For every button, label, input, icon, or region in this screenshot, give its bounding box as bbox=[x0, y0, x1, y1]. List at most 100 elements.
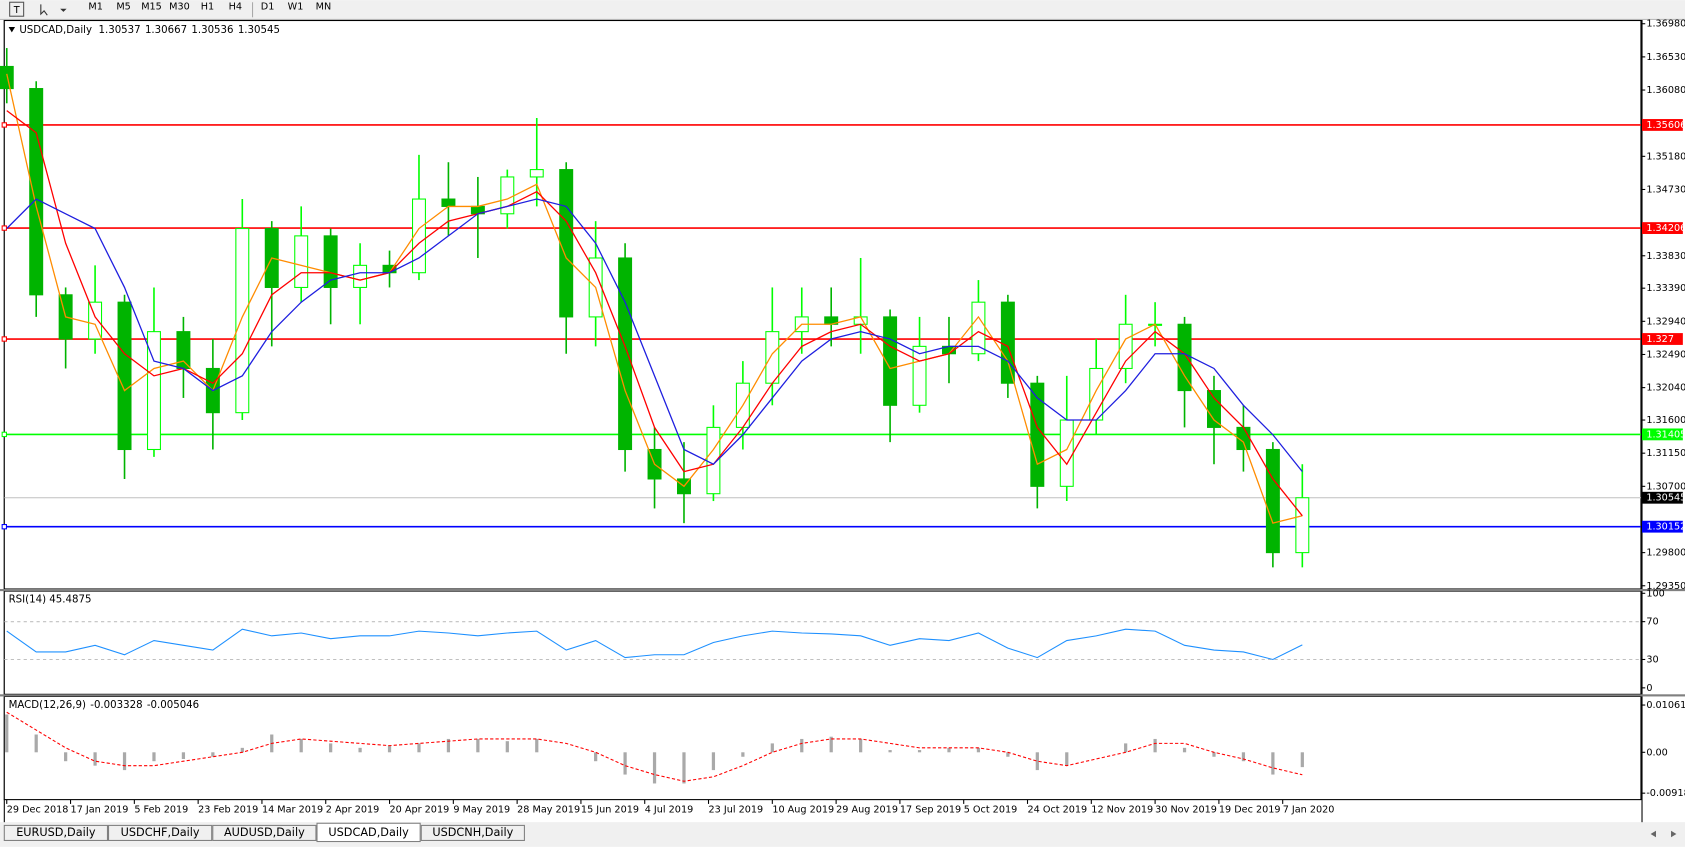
tab-label[interactable]: USDCHF,Daily bbox=[121, 826, 200, 839]
histogram-bar bbox=[1153, 738, 1157, 753]
candle-body bbox=[883, 316, 898, 406]
histogram-bar bbox=[1006, 752, 1010, 757]
tab-label[interactable]: EURUSD,Daily bbox=[16, 826, 96, 839]
level-label-box bbox=[1642, 222, 1683, 234]
level-label: 1.34206 bbox=[1646, 223, 1685, 234]
level-marker bbox=[1, 225, 7, 231]
y-tick-label: 0 bbox=[1646, 683, 1652, 694]
histogram-bar bbox=[652, 752, 657, 784]
y-tick-label: 1.34730 bbox=[1646, 184, 1685, 195]
histogram-bar bbox=[299, 738, 303, 753]
panel-divider bbox=[0, 588, 1685, 592]
last-price-box bbox=[1642, 491, 1683, 504]
ohlc-value: 1.30537 bbox=[99, 25, 141, 36]
candle-body bbox=[441, 198, 456, 207]
timeframe-button[interactable]: W1 bbox=[288, 2, 304, 13]
candle-body bbox=[353, 264, 368, 288]
x-tick-label: 29 Aug 2019 bbox=[836, 804, 898, 815]
histogram-bar bbox=[476, 738, 480, 753]
x-tick-label: 19 Dec 2019 bbox=[1219, 804, 1281, 815]
histogram-bar bbox=[122, 752, 127, 771]
timeframe-button[interactable]: MN bbox=[316, 2, 332, 13]
histogram-bar bbox=[1300, 752, 1304, 768]
histogram-bar bbox=[211, 752, 215, 757]
candle-body bbox=[0, 65, 14, 90]
histogram-bar bbox=[34, 734, 38, 753]
level-label: 1.31405 bbox=[1646, 429, 1685, 440]
histogram-bar bbox=[917, 750, 922, 753]
histogram-bar bbox=[976, 747, 981, 753]
histogram-bar bbox=[888, 750, 892, 753]
x-tick-label: 9 May 2019 bbox=[453, 804, 510, 815]
level-label: 1.327 bbox=[1646, 334, 1674, 345]
histogram-bar bbox=[1182, 747, 1187, 753]
timeframe-button[interactable]: H4 bbox=[229, 2, 242, 13]
signal-line bbox=[6, 711, 1303, 782]
dropdown-icon[interactable] bbox=[60, 8, 67, 12]
text-tool-button[interactable] bbox=[9, 1, 25, 17]
histogram-bar bbox=[947, 747, 951, 753]
x-tick-label: 23 Feb 2019 bbox=[198, 804, 258, 815]
y-tick-label: 1.32040 bbox=[1646, 383, 1685, 394]
active-tab[interactable] bbox=[316, 822, 421, 843]
tab[interactable] bbox=[3, 824, 108, 841]
x-tick-label: 20 Apr 2019 bbox=[390, 804, 450, 815]
timeframe-button[interactable]: M1 bbox=[88, 2, 102, 13]
histogram-bar bbox=[64, 752, 68, 762]
histogram-bar bbox=[594, 752, 598, 762]
histogram-bar bbox=[387, 745, 392, 753]
x-tick-label: 14 Mar 2019 bbox=[262, 804, 323, 815]
tab-label[interactable]: AUDUSD,Daily bbox=[224, 826, 305, 839]
candle-body bbox=[176, 331, 191, 370]
histogram-bar bbox=[741, 752, 745, 757]
tab-label[interactable]: USDCAD,Daily bbox=[328, 826, 409, 839]
last-price-label: 1.30545 bbox=[1646, 493, 1685, 504]
histogram-bar bbox=[1212, 752, 1216, 757]
candle-body bbox=[1295, 497, 1310, 554]
y-tick-label: 1.36530 bbox=[1646, 52, 1685, 63]
scroll-right[interactable] bbox=[1671, 830, 1677, 838]
y-tick-label: 1.36980 bbox=[1646, 19, 1685, 30]
y-tick-label: 100 bbox=[1646, 588, 1664, 599]
x-tick-label: 12 Nov 2019 bbox=[1091, 804, 1153, 815]
x-tick-label: 15 Jun 2019 bbox=[581, 804, 639, 815]
x-tick-label: 17 Sep 2019 bbox=[900, 804, 961, 815]
x-tick-label: 7 Jan 2020 bbox=[1283, 804, 1335, 815]
timeframe-button[interactable]: M30 bbox=[169, 2, 190, 13]
candle-body bbox=[971, 301, 986, 355]
y-tick-label: 1.31150 bbox=[1646, 448, 1685, 459]
tab[interactable] bbox=[107, 824, 213, 841]
histogram-bar bbox=[1241, 752, 1246, 762]
tab[interactable] bbox=[420, 824, 525, 841]
histogram-bar bbox=[358, 747, 362, 753]
y-tick-label: 0.00 bbox=[1646, 747, 1668, 758]
candle-body bbox=[323, 235, 338, 288]
tab[interactable] bbox=[212, 824, 317, 841]
y-tick-label: 1.29350 bbox=[1646, 581, 1685, 592]
histogram-bar bbox=[152, 752, 156, 762]
arrow-tool-icon[interactable] bbox=[40, 4, 48, 16]
scroll-left[interactable] bbox=[1650, 830, 1656, 838]
candle-body bbox=[146, 331, 161, 451]
histogram-bar bbox=[859, 738, 863, 753]
timeframe-button[interactable]: M15 bbox=[141, 2, 162, 13]
candle-body bbox=[500, 176, 515, 215]
y-tick-label: 1.30700 bbox=[1646, 481, 1685, 492]
histogram-bar bbox=[5, 714, 9, 753]
timeframe-button[interactable]: H1 bbox=[201, 2, 214, 13]
y-tick-label: 1.31600 bbox=[1646, 415, 1685, 426]
level-label-box bbox=[1642, 428, 1683, 441]
timeframe-button[interactable]: M5 bbox=[116, 2, 130, 13]
candle-body bbox=[294, 235, 309, 288]
indicator-name: MACD(12,26,9) bbox=[9, 700, 86, 711]
candle-body bbox=[1207, 390, 1221, 428]
moving-average bbox=[6, 198, 1303, 472]
chart-header: USDCAD,Daily 1.30537 1.30667 1.30536 1.30545 bbox=[19, 25, 280, 36]
panel-divider bbox=[0, 694, 1685, 697]
x-tick-label: 10 Aug 2019 bbox=[772, 804, 834, 815]
tab-label[interactable]: USDCNH,Daily bbox=[432, 826, 513, 839]
x-tick-label: 28 May 2019 bbox=[517, 804, 580, 815]
timeframe-button[interactable]: D1 bbox=[261, 2, 275, 13]
y-tick-label: 1.32490 bbox=[1646, 349, 1685, 360]
